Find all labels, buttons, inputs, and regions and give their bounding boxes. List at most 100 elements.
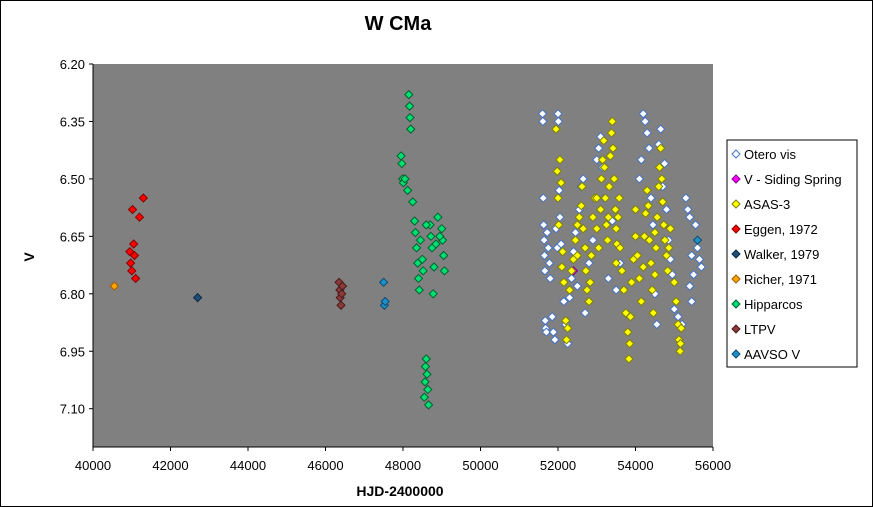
data-point [662,266,673,276]
data-point [648,220,658,230]
data-point [613,212,623,222]
series-eggen-1972 [125,193,149,284]
data-point [129,250,140,261]
data-point [669,277,679,288]
data-point [632,250,643,261]
y-tick-label: 6.80 [60,287,85,302]
data-point [611,258,621,268]
data-point [380,296,390,307]
data-point [650,227,660,238]
y-axis-ticks: 6.20 6.35 6.50 6.65 6.80 6.95 7.10 [60,57,93,417]
data-point [557,246,568,257]
data-point [686,296,697,307]
data-point [404,89,414,100]
data-point [128,239,139,249]
data-point [595,204,606,215]
legend-marker [731,349,741,359]
series-asas-3 [551,116,686,364]
data-point [437,223,447,234]
data-point [593,243,604,253]
data-point [415,235,426,245]
data-point [644,143,654,153]
data-point [547,312,557,322]
data-points [109,89,707,410]
legend: Otero vis V - Siding Spring ASAS-3 Eggen, 1… [726,139,858,368]
legend-label: Walker, 1979 [744,247,819,262]
legend-label: ASAS-3 [744,197,790,212]
data-point [566,273,577,284]
data-point [644,235,655,245]
data-point [420,377,430,387]
data-point [580,308,590,318]
data-point [582,285,592,295]
data-point [134,212,145,222]
data-point [686,250,697,261]
data-point [659,158,670,169]
data-point [630,204,641,215]
series-ltpv [334,277,348,310]
data-point [611,285,621,295]
data-point [405,112,415,123]
x-tick-label: 54000 [617,458,653,473]
x-tick-label: 42000 [152,458,188,473]
data-point [619,285,629,295]
data-point [636,155,647,165]
data-point [600,193,610,203]
data-point [624,338,635,349]
data-point [652,319,662,330]
x-tick-label: 44000 [230,458,266,473]
data-point [539,250,550,261]
legend-label: Eggen, 1972 [744,222,818,237]
data-point [410,227,421,238]
data-point [683,204,693,215]
data-point [655,124,666,134]
data-point [660,235,670,245]
legend-marker [731,174,741,184]
legend-marker [731,324,741,334]
data-point [578,174,588,184]
data-point [596,174,607,184]
data-point [588,235,598,245]
y-tick-label: 6.50 [60,172,85,187]
data-point [597,155,608,165]
data-point [337,289,347,299]
chart-title: W CMa [365,13,433,35]
data-point [592,223,602,234]
data-point [419,392,430,402]
data-point [624,354,634,364]
data-point [657,197,668,207]
data-point [636,296,647,307]
data-point [561,335,572,345]
data-point [564,292,575,303]
data-point [418,266,428,276]
data-point [578,223,588,234]
data-point [192,292,203,303]
data-point [625,312,636,322]
data-point [566,266,577,276]
x-tick-label: 56000 [695,458,731,473]
data-point [542,227,552,238]
data-point [609,174,619,184]
data-point [543,243,554,253]
data-point [423,384,433,395]
data-point [397,158,407,169]
data-point [604,181,614,192]
y-tick-label: 7.10 [60,402,85,417]
data-point [647,285,657,295]
data-point [336,300,346,310]
data-point [599,162,610,173]
legend-label: LTPV [744,322,776,337]
data-point [422,369,432,379]
data-point [554,185,564,196]
x-axis-title: HJD-2400000 [356,483,443,499]
data-point [638,262,648,272]
data-point [692,235,703,245]
data-point [642,185,652,196]
data-point [638,109,648,119]
x-axis-ticks: 40000 42000 44000 46000 48000 50000 52000 54000… [75,447,731,473]
data-point [402,185,413,196]
data-point [545,273,555,284]
data-point [608,143,618,153]
legend-marker [731,224,741,234]
